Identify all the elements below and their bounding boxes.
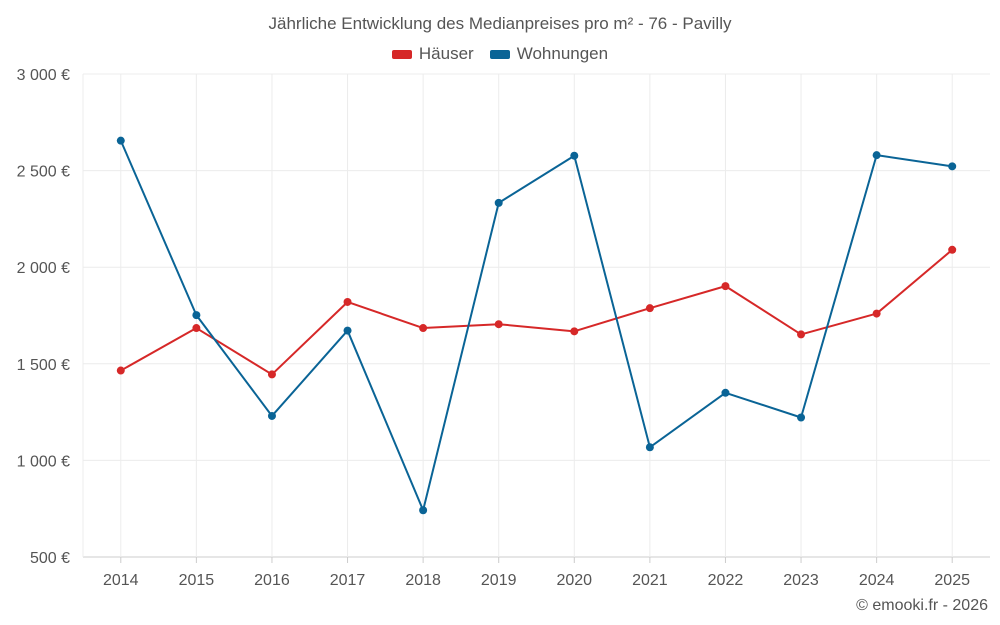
data-point-haeuser xyxy=(797,330,806,339)
x-tick-label: 2017 xyxy=(330,572,366,589)
data-point-wohnungen xyxy=(419,506,428,515)
x-tick-label: 2021 xyxy=(632,572,668,589)
series-line-haeuser xyxy=(120,249,953,376)
x-tick-label: 2023 xyxy=(783,572,819,589)
legend-item-wohnungen[interactable]: Wohnungen xyxy=(489,44,609,64)
data-point-wohnungen xyxy=(721,388,730,397)
series-line-wohnungen xyxy=(119,140,953,512)
data-point-haeuser xyxy=(570,327,579,336)
x-tick-label: 2015 xyxy=(179,572,215,589)
x-tick-label: 2019 xyxy=(481,572,517,589)
legend-swatch-wohnungen xyxy=(489,49,510,59)
data-point-wohnungen xyxy=(343,326,352,335)
x-tick-label: 2024 xyxy=(859,572,895,589)
data-point-haeuser xyxy=(872,309,881,318)
data-point-haeuser xyxy=(645,304,654,313)
y-tick-label: 1 000 € xyxy=(17,453,70,470)
data-point-wohnungen xyxy=(645,443,654,452)
legend-swatch-haeuser xyxy=(391,49,412,59)
legend-item-haeuser[interactable]: Häuser xyxy=(391,44,474,64)
data-point-wohnungen xyxy=(267,411,276,420)
legend-label-haeuser: Häuser xyxy=(418,44,474,63)
credit-text: © emooki.fr - 2026 xyxy=(856,597,988,614)
data-point-haeuser xyxy=(192,324,201,333)
data-point-wohnungen xyxy=(872,151,881,160)
data-point-wohnungen xyxy=(116,136,125,145)
data-point-haeuser xyxy=(267,370,276,379)
x-tick-label: 2025 xyxy=(934,572,970,589)
data-point-haeuser xyxy=(343,297,352,306)
x-tick-label: 2016 xyxy=(254,572,290,589)
y-tick-label: 500 € xyxy=(30,550,70,567)
data-point-wohnungen xyxy=(948,162,957,171)
y-tick-label: 3 000 € xyxy=(17,67,70,84)
data-point-haeuser xyxy=(948,245,957,254)
y-tick-label: 2 500 € xyxy=(17,164,70,181)
data-point-wohnungen xyxy=(494,198,503,207)
x-tick-label: 2020 xyxy=(556,572,592,589)
data-point-haeuser xyxy=(494,320,503,329)
data-point-wohnungen xyxy=(797,413,806,422)
y-tick-label: 2 000 € xyxy=(17,260,70,277)
x-tick-label: 2022 xyxy=(708,572,744,589)
legend-label-wohnungen: Wohnungen xyxy=(516,44,609,63)
data-point-haeuser xyxy=(419,324,428,333)
x-tick-label: 2014 xyxy=(103,572,139,589)
data-point-wohnungen xyxy=(570,151,579,160)
data-point-wohnungen xyxy=(192,311,201,320)
y-tick-label: 1 500 € xyxy=(17,357,70,374)
legend: Häuser Wohnungen xyxy=(0,44,1000,64)
data-point-haeuser xyxy=(721,282,730,291)
x-tick-label: 2018 xyxy=(405,572,441,589)
chart-title: Jährliche Entwicklung des Medianpreises … xyxy=(268,14,732,33)
data-point-haeuser xyxy=(116,366,125,375)
